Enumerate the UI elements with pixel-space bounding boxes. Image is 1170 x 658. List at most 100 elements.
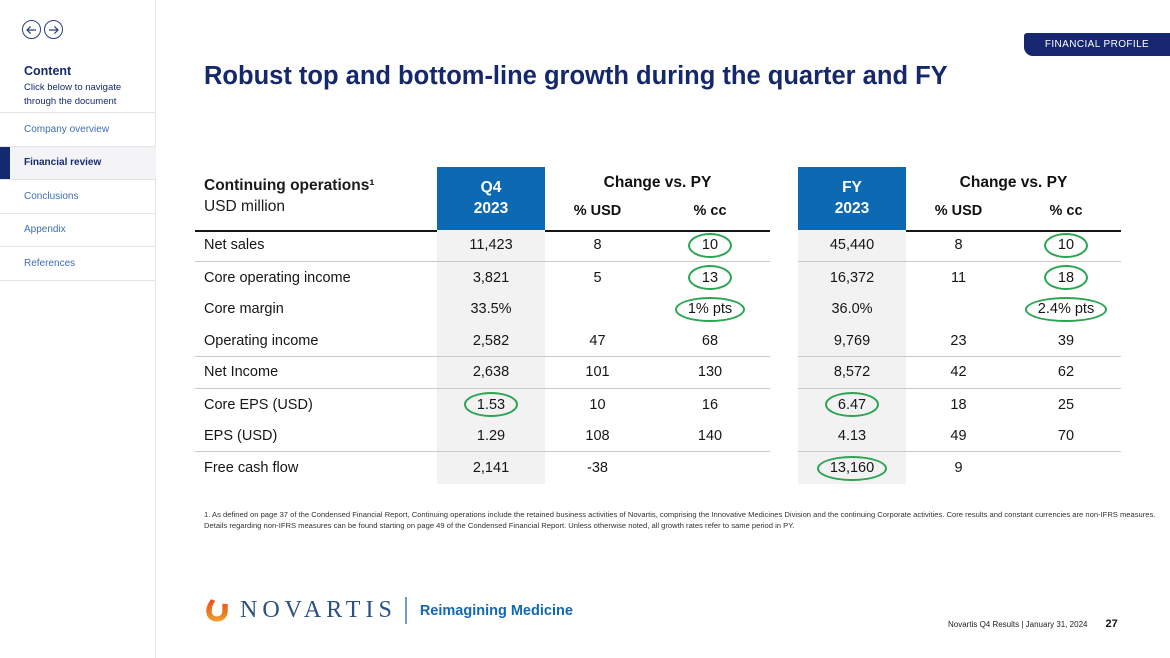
cell-fy-cc: 18 [1011, 262, 1121, 294]
cell-q4-cc: 10 [650, 230, 770, 262]
cell-q4: 2,141 [437, 452, 545, 484]
cell-q4-usd: 101 [545, 357, 650, 389]
row-label: Core margin [204, 301, 284, 318]
cell-fy-usd: 49 [906, 421, 1011, 453]
cell-fy-cc: 39 [1011, 325, 1121, 357]
cell-fy-cc: 70 [1011, 421, 1121, 453]
cell-fy-usd: 8 [906, 230, 1011, 262]
cell-q4-usd: 10 [589, 396, 606, 413]
q4-2023-column-header: Q4 2023 [437, 167, 545, 230]
cell-q4-cc: 1% pts [650, 294, 770, 326]
pct-cc-left: % cc [693, 203, 727, 219]
cell-fy-cc: 2.4% pts [1011, 294, 1121, 326]
cell-q4: 1.29 [437, 420, 545, 453]
cell-fy: 6.47 [798, 388, 906, 421]
header-rule-right [798, 230, 1121, 232]
row-label: Net Income [195, 357, 437, 389]
table-gap [770, 294, 798, 326]
cell-q4-cc [650, 452, 770, 484]
sidebar-item-financial-review[interactable]: Financial review [0, 146, 156, 180]
cell-fy: 45,440 [798, 230, 906, 262]
pct-usd-right: % USD [934, 203, 983, 219]
row-label: Operating income [195, 325, 437, 357]
highlight-circle: 13,160 [816, 455, 888, 481]
nav-arrows [22, 20, 63, 39]
row-label: Free cash flow [204, 460, 299, 477]
cell-q4: 2,582 [437, 325, 545, 357]
back-button[interactable] [22, 20, 41, 39]
table-header: Continuing operations¹ USD million Q4 20… [195, 167, 1121, 232]
highlight-circle: 10 [1044, 232, 1088, 258]
table-gap [770, 262, 798, 294]
cell-q4-cc: 130 [650, 357, 770, 389]
cell-fy-usd [906, 294, 1011, 326]
sidebar-item-appendix[interactable]: Appendix [0, 214, 156, 247]
sidebar-item-company-overview[interactable]: Company overview [0, 113, 156, 147]
sidebar-item-label: Company overview [24, 123, 110, 135]
cell-q4-cc: 68 [650, 325, 770, 357]
row-label: Core EPS (USD) [204, 396, 313, 413]
table-row: Operating income 2,582 47 68 9,769 23 39 [195, 325, 1121, 357]
cell-q4-usd: 47 [545, 325, 650, 357]
cell-fy: 13,160 [798, 452, 906, 484]
sidebar-nav: Company overview Financial review Conclusi… [0, 112, 156, 281]
footer-note: Novartis Q4 Results | January 31, 2024 [948, 620, 1088, 629]
cell-fy-usd: 18 [950, 396, 967, 413]
change-vs-py-left: Change vs. PY [603, 174, 712, 191]
row-label: Net sales [195, 230, 437, 262]
novartis-flame-icon [206, 599, 228, 622]
row-label: EPS (USD) [195, 421, 437, 453]
cell-q4-usd [545, 294, 650, 326]
sidebar-item-label: Financial review [24, 157, 102, 169]
cell-q4-cc: 140 [650, 421, 770, 453]
row-label: Core operating income [204, 269, 351, 286]
page-number: 27 [1105, 618, 1118, 630]
q4-label: Q4 [480, 178, 502, 196]
cell-fy-cc: 62 [1011, 357, 1121, 389]
page-title: Robust top and bottom-line growth during… [204, 62, 948, 90]
cell-fy: 9,769 [798, 325, 906, 357]
q4-year: 2023 [473, 199, 509, 217]
slide-footer: Novartis Q4 Results | January 31, 2024 2… [948, 618, 1118, 630]
cell-q4: 3,821 [437, 261, 545, 294]
sidebar-item-conclusions[interactable]: Conclusions [0, 180, 156, 214]
sidebar-item-label: Appendix [24, 224, 66, 236]
highlight-circle: 1.53 [463, 392, 519, 418]
novartis-wordmark: NOVARTIS [240, 597, 397, 623]
table-gap [770, 452, 798, 484]
sidebar-item-references[interactable]: References [0, 247, 156, 281]
cell-fy: 36.0% [798, 293, 906, 326]
novartis-logo: NOVARTIS Reimagining Medicine [204, 597, 573, 624]
table-row: EPS (USD) 1.29 108 140 4.13 49 70 [195, 420, 1121, 453]
sidebar: Content Click below to navigate through … [0, 0, 156, 658]
highlight-circle: 1% pts [674, 296, 746, 322]
table-row: Core operating income 3,821 5 13 16,372 11 18 [195, 261, 1121, 294]
financial-profile-badge[interactable]: FINANCIAL PROFILE [1024, 33, 1170, 56]
forward-button[interactable] [44, 20, 63, 39]
cell-q4: 1.53 [437, 388, 545, 421]
sidebar-item-label: References [24, 257, 76, 269]
highlight-circle: 10 [688, 232, 732, 258]
cell-q4: 11,423 [437, 230, 545, 262]
sidebar-subheading: Click below to navigate through the docu… [24, 82, 122, 107]
table-gap [770, 421, 798, 453]
pct-usd-left: % USD [573, 203, 622, 219]
financials-table: Continuing operations¹ USD million Q4 20… [195, 167, 1121, 484]
cell-q4-usd: 8 [545, 230, 650, 262]
sidebar-heading: Content [24, 64, 72, 78]
table-row: Net sales 11,423 8 10 45,440 8 10 [195, 230, 1121, 262]
cell-fy: 8,572 [798, 357, 906, 389]
table-row: Core EPS (USD) 1.53 10 16 6.47 18 25 [195, 388, 1121, 421]
table-row: Free cash flow 2,141 -38 13,160 9 [195, 452, 1121, 484]
cell-fy: 4.13 [798, 420, 906, 453]
cell-q4-usd: 5 [593, 269, 602, 286]
table-body: Net sales 11,423 8 10 45,440 8 10 Core operatin… [195, 230, 1121, 484]
change-vs-py-right: Change vs. PY [959, 174, 1068, 191]
highlight-circle: 18 [1044, 265, 1088, 291]
sidebar-item-label: Conclusions [24, 190, 79, 202]
cell-fy-cc: 25 [1057, 396, 1075, 413]
highlight-circle: 13 [688, 265, 732, 291]
table-gap [770, 357, 798, 389]
cell-fy-usd: 11 [950, 269, 967, 286]
table-gap [770, 325, 798, 357]
